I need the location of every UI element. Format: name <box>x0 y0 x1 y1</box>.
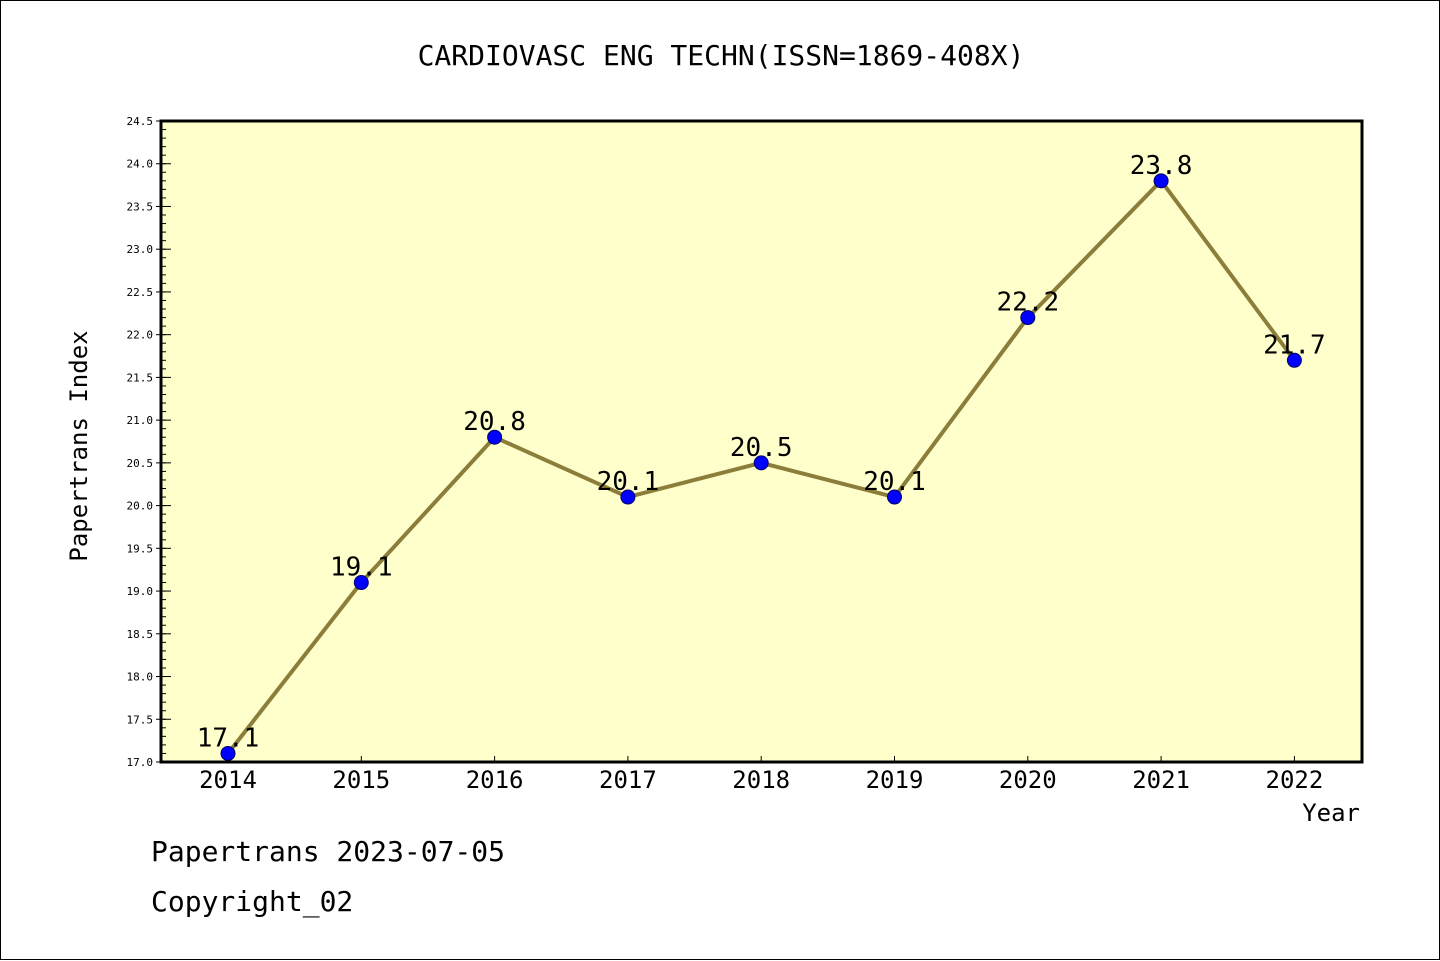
y-tick-label: 21.0 <box>127 414 154 427</box>
chart-title: CARDIOVASC ENG TECHN(ISSN=1869-408X) <box>417 39 1025 72</box>
y-tick-label: 19.0 <box>127 585 154 598</box>
x-axis-label: Year <box>1302 799 1360 827</box>
plot-border <box>159 119 1364 764</box>
data-point <box>887 489 902 505</box>
data-label: 21.7 <box>1263 330 1326 360</box>
data-label: 22.2 <box>996 288 1059 318</box>
y-tick-label: 20.5 <box>127 457 154 470</box>
y-tick-label: 21.5 <box>127 371 154 384</box>
data-point <box>220 745 236 761</box>
y-axis-ticks: 17.0 17.5 18.0 18.5 19.0 19.5 20.0 20.5 21.0 21.5… <box>127 115 171 769</box>
y-tick-label: 19.5 <box>127 542 154 555</box>
footer-date: Papertrans 2023-07-05 <box>151 835 506 868</box>
data-point <box>1153 173 1169 189</box>
y-tick-label: 18.5 <box>127 628 154 641</box>
x-tick-label: 2016 <box>466 766 524 794</box>
data-point <box>1286 352 1302 368</box>
x-tick-label: 2014 <box>199 766 257 794</box>
y-tick-label: 18.0 <box>127 671 154 684</box>
plot-area <box>161 121 1362 762</box>
data-point <box>487 429 503 445</box>
y-tick-label: 22.5 <box>127 286 154 299</box>
data-point <box>353 575 369 591</box>
data-label: 20.1 <box>597 467 660 497</box>
y-axis-label: Papertrans Index <box>65 330 93 561</box>
data-points <box>220 173 1302 761</box>
y-tick-label: 23.5 <box>127 200 154 213</box>
x-tick-label: 2015 <box>332 766 390 794</box>
x-tick-label: 2020 <box>999 766 1057 794</box>
x-axis-ticks: 2014 2015 2016 2017 2018 2019 2020 2021 2022 <box>199 756 1323 794</box>
data-point <box>1020 310 1036 326</box>
data-label: 17.1 <box>197 723 260 753</box>
y-tick-label: 17.0 <box>127 756 154 769</box>
data-point <box>753 455 769 471</box>
y-tick-label: 24.0 <box>127 158 154 171</box>
data-point <box>620 489 636 505</box>
x-tick-label: 2022 <box>1266 766 1324 794</box>
y-tick-label: 17.5 <box>127 713 154 726</box>
data-label: 20.1 <box>863 467 926 497</box>
x-tick-label: 2018 <box>732 766 790 794</box>
data-label: 20.5 <box>730 433 793 463</box>
data-label: 20.8 <box>463 407 526 437</box>
x-tick-label: 2021 <box>1132 766 1190 794</box>
data-label: 23.8 <box>1130 151 1193 181</box>
y-tick-label: 24.5 <box>127 115 154 128</box>
x-tick-label: 2017 <box>599 766 657 794</box>
x-tick-label: 2019 <box>866 766 924 794</box>
data-labels: 17.1 19.1 20.8 20.1 20.5 20.1 22.2 23.8 21.7 <box>197 151 1326 754</box>
y-tick-label: 22.0 <box>127 329 154 342</box>
y-tick-label: 20.0 <box>127 500 154 513</box>
data-label: 19.1 <box>330 553 393 583</box>
y-tick-label: 23.0 <box>127 243 154 256</box>
footer-copyright: Copyright_02 <box>151 885 354 918</box>
